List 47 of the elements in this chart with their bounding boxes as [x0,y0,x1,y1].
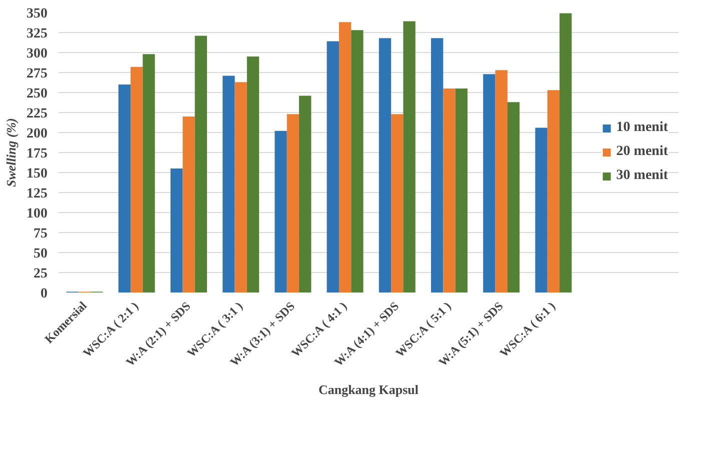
bar [431,38,444,292]
y-tick-label: 125 [26,186,48,202]
bar [378,38,392,292]
legend-label: 30 menit [616,168,668,184]
legend-label: 20 menit [616,144,668,160]
bar [507,102,520,292]
y-tick-label: 50 [34,246,48,262]
y-tick-label: 175 [26,146,48,162]
x-axis-title: Cangkang Kapsul [318,382,419,398]
bar [338,22,352,292]
bar [274,130,287,292]
bar [326,41,339,292]
bar [222,76,235,292]
bar [455,88,468,292]
bar [170,168,183,292]
bar [299,96,312,292]
bar [118,84,131,292]
bar [130,66,143,292]
bar [547,90,560,292]
bar [495,70,508,292]
bar [351,30,364,292]
bar [535,128,548,292]
bar [403,21,416,292]
y-tick-label: 325 [26,26,48,42]
y-tick-label: 25 [34,266,48,282]
y-axis-title: Swelling (%) [4,118,18,187]
y-tick-label: 300 [26,46,48,62]
bar [483,74,496,292]
y-tick-label: 275 [26,66,48,82]
bar [391,114,404,292]
bar [560,13,572,292]
y-tick-label: 150 [26,166,48,182]
y-tick-label: 200 [26,126,48,142]
bar [443,88,456,292]
bar [234,82,247,292]
y-tick-label: 225 [26,106,48,122]
y-tick-label: 100 [26,206,48,222]
y-tick-label: 250 [26,86,48,102]
bar [246,56,260,292]
y-tick-label: 75 [34,226,48,242]
y-tick-label: 350 [26,6,48,22]
y-tick-label: 0 [40,286,48,302]
bar [142,54,155,292]
bar [182,116,195,292]
bar [286,114,300,292]
bar [194,36,207,292]
legend-label: 10 menit [616,120,668,136]
